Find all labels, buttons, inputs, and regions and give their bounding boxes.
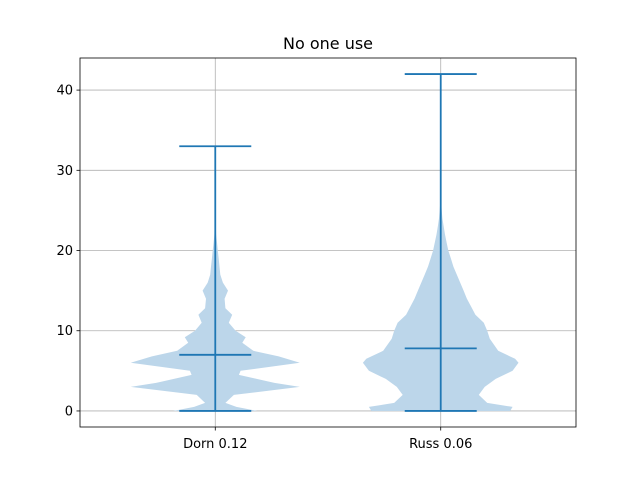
plot-frame: [79, 57, 577, 428]
violin-bodies: [130, 74, 519, 411]
chart-title: No one use: [283, 34, 373, 53]
y-tick-label: 20: [56, 244, 73, 259]
violin-stat-lines: [179, 73, 477, 412]
x-tick-label: Dorn 0.12: [183, 437, 247, 452]
y-axis-ticks: 0 10 20 30 40: [56, 84, 80, 419]
x-tick-label: Russ 0.06: [409, 437, 472, 452]
y-tick-label: 40: [56, 84, 73, 99]
y-tick-label: 30: [56, 164, 73, 179]
y-tick-label: 0: [65, 404, 73, 419]
x-axis-ticks: Dorn 0.12 Russ 0.06: [183, 427, 472, 452]
y-tick-label: 10: [56, 324, 73, 339]
